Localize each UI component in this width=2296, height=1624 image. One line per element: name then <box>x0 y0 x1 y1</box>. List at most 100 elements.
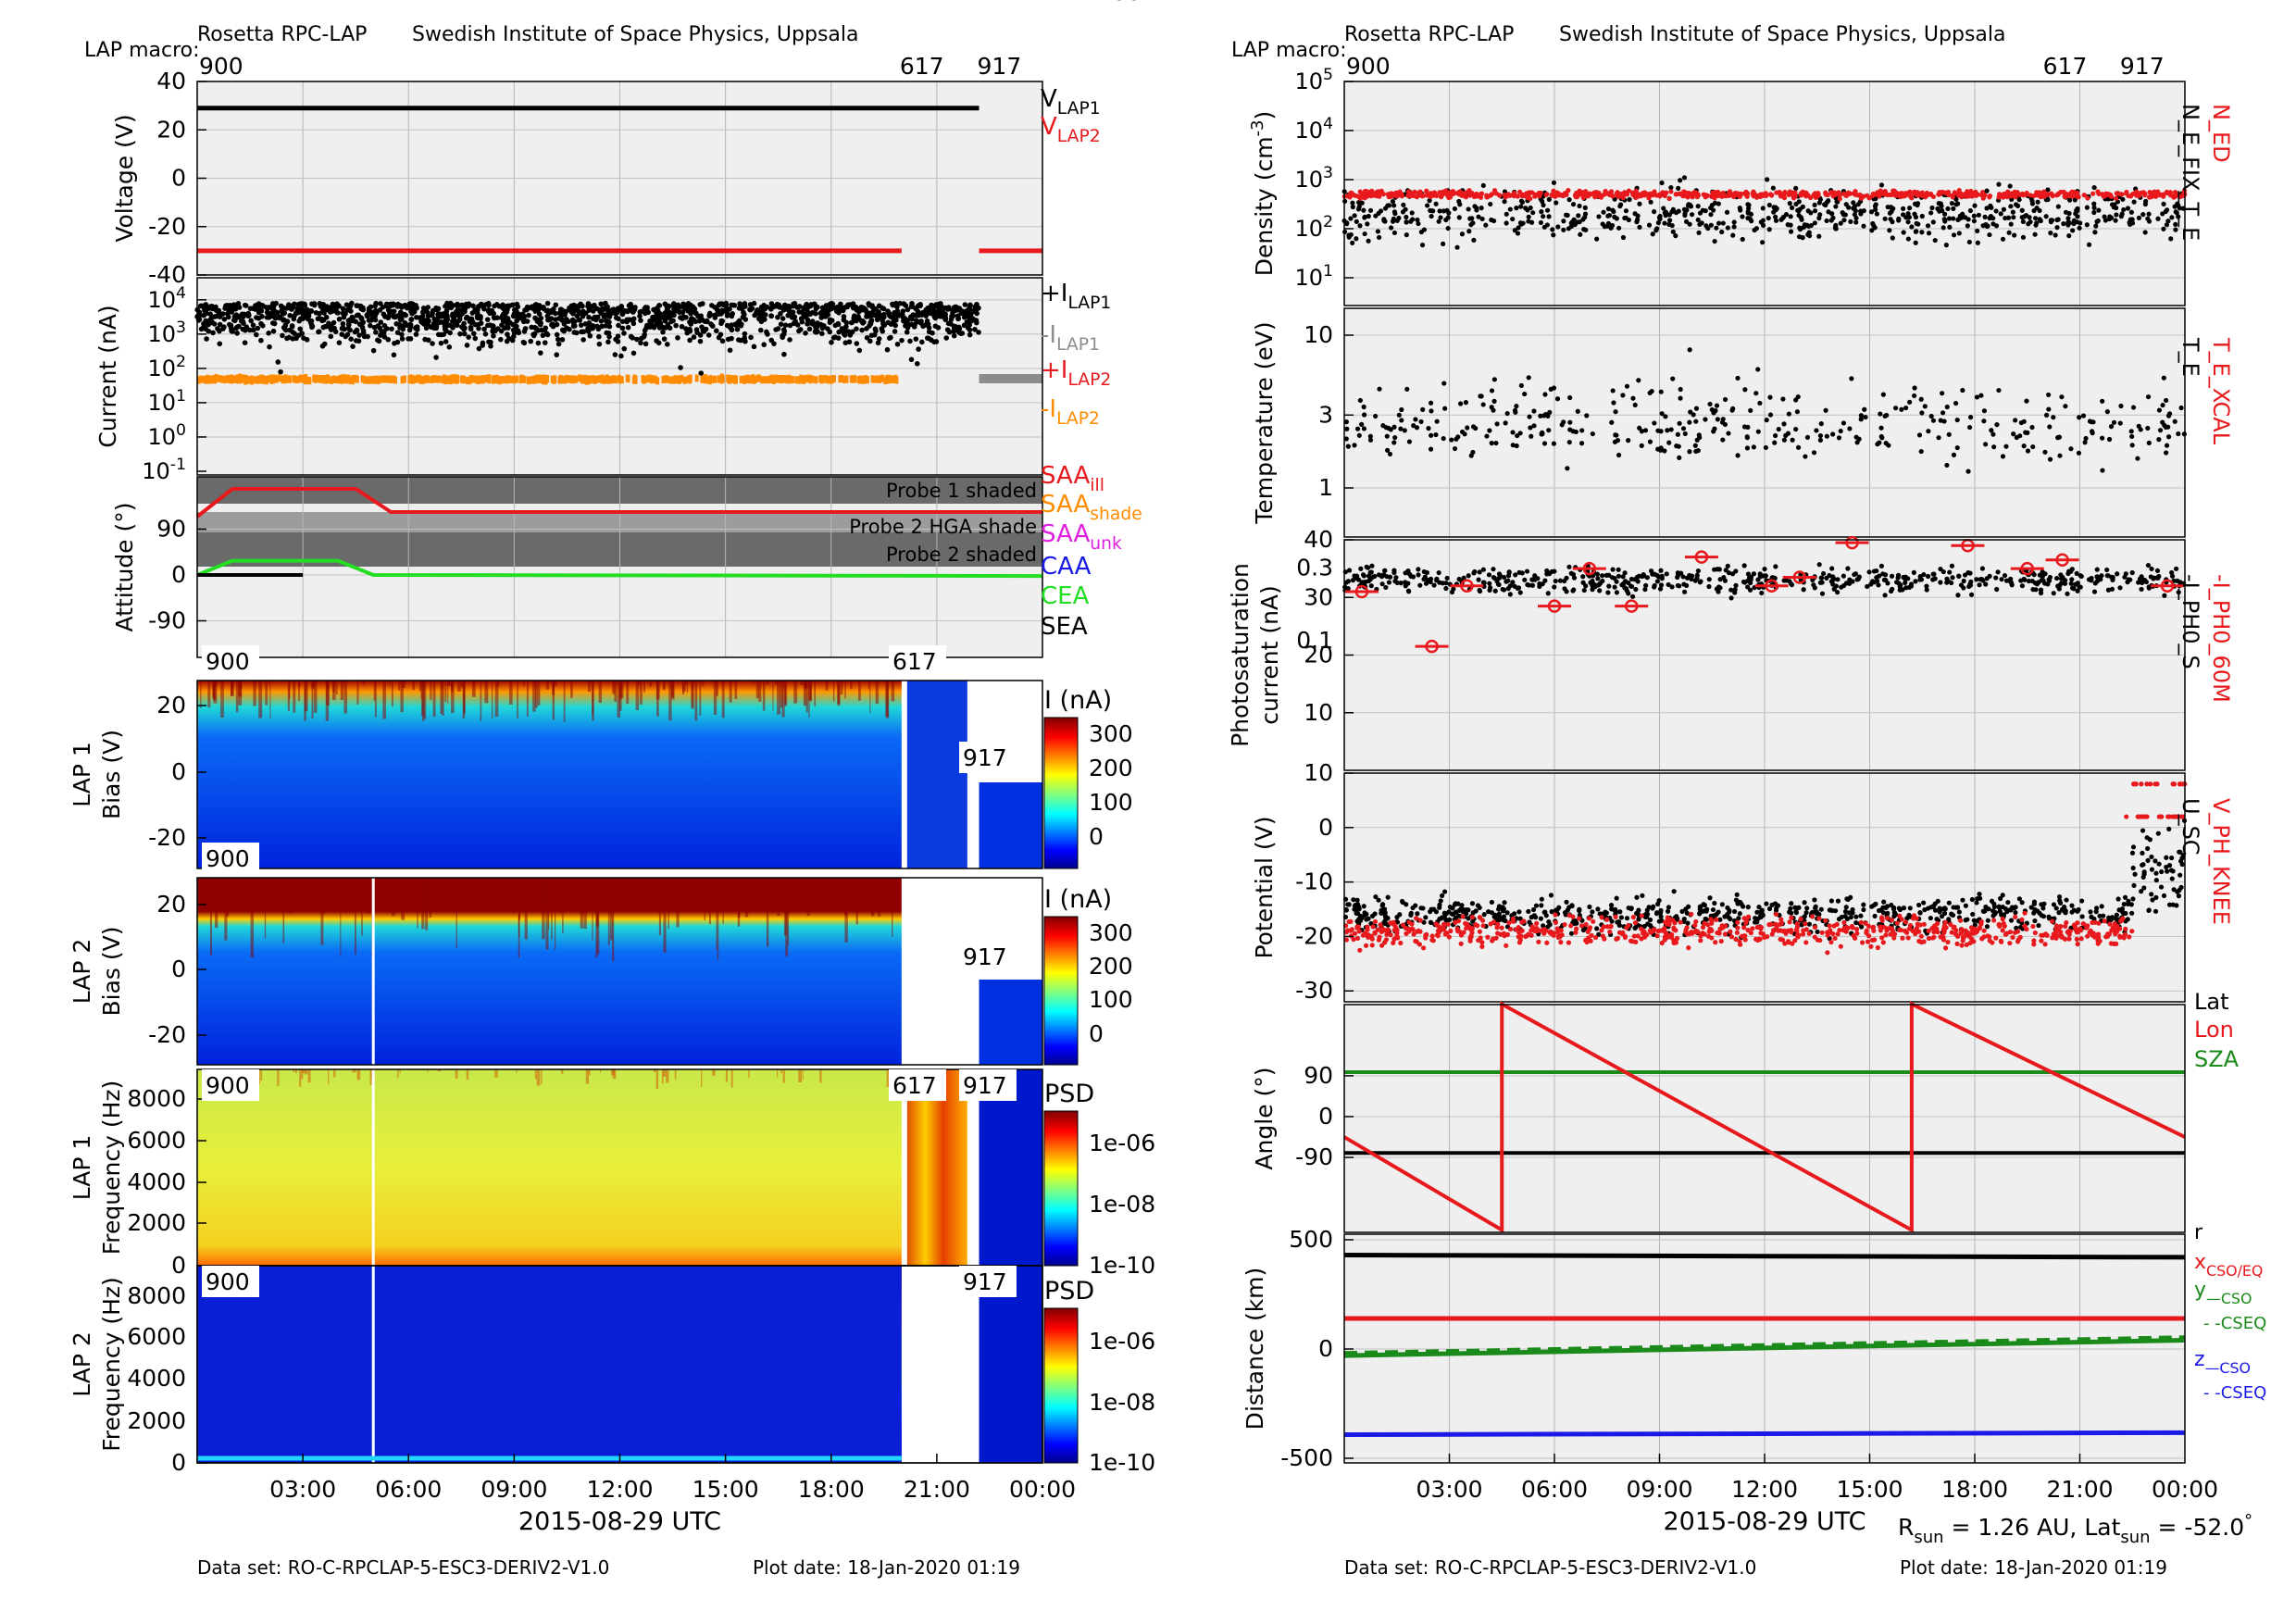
point-temperature <box>1567 419 1573 425</box>
heatmap-streak <box>610 1069 615 1076</box>
point-i-lap2 <box>797 376 802 384</box>
point-density-ned <box>1553 194 1558 199</box>
point-temperature <box>1953 400 1959 406</box>
point-i-lap1 <box>381 334 388 340</box>
point-density <box>1419 243 1426 248</box>
point-photosat <box>1616 567 1621 572</box>
point-i-lap1 <box>962 302 968 307</box>
point-i-lap1 <box>904 329 910 335</box>
point-photosat <box>2026 578 2032 584</box>
point-density <box>1391 216 1396 221</box>
point-i-lap1 <box>226 314 231 320</box>
point-i-lap1 <box>630 350 637 356</box>
point-density <box>2020 234 2027 240</box>
heatmap-streak <box>293 681 296 713</box>
heatmap-streak <box>777 878 780 916</box>
point-density-ned <box>2056 191 2062 196</box>
point-density <box>1653 228 1659 233</box>
point-i-lap1 <box>950 313 956 319</box>
y-tick-label: 103 <box>1294 164 1333 193</box>
point-photosat <box>1500 586 1505 593</box>
point-i-lap1 <box>490 328 495 334</box>
point-photosat <box>2094 567 2100 572</box>
point-density <box>1357 223 1363 229</box>
point-temperature <box>1387 451 1393 457</box>
point-i-lap1 <box>374 337 381 344</box>
heatmap-streak <box>545 681 549 690</box>
point-density <box>1789 205 1795 210</box>
point-i-lap1 <box>652 314 657 320</box>
point-i-lap1 <box>250 322 256 328</box>
point-density <box>1719 229 1725 235</box>
point-temperature <box>1878 425 1884 431</box>
point-density <box>1661 206 1666 211</box>
point-density <box>1832 225 1839 231</box>
point-i-lap1 <box>232 306 238 311</box>
point-i-lap1 <box>761 342 767 348</box>
point-density <box>1507 206 1513 212</box>
point-temperature <box>1744 435 1750 441</box>
point-temperature <box>1918 396 1924 402</box>
colorbar-tick-label: 1e-08 <box>1089 1191 1155 1218</box>
point-i-lap1 <box>850 303 856 309</box>
point-temperature <box>1994 422 2000 428</box>
point-temperature <box>2083 435 2089 442</box>
point-temperature <box>1793 397 1799 403</box>
point-i-lap1 <box>236 305 243 310</box>
point-temperature <box>1380 423 1386 429</box>
point-i-lap1 <box>907 338 913 344</box>
point-density <box>2096 207 2102 213</box>
point-i-lap1 <box>690 307 695 314</box>
point-i-lap1 <box>667 325 673 331</box>
point-density-ned <box>1744 194 1750 199</box>
point-density-ned <box>1444 192 1450 197</box>
point-i-lap1 <box>605 330 612 336</box>
point-temperature <box>1877 440 1882 445</box>
point-photosat <box>1383 584 1389 591</box>
point-density <box>1430 208 1436 214</box>
point-i-lap1 <box>878 312 883 319</box>
point-density <box>1676 185 1681 191</box>
point-i-lap1 <box>580 337 586 343</box>
point-photosat <box>1950 575 1955 581</box>
point-density <box>2008 221 2014 227</box>
point-temperature <box>1399 418 1404 423</box>
point-i-lap2 <box>582 374 587 382</box>
point-i-lap1 <box>690 304 696 310</box>
point-temperature <box>1518 382 1524 389</box>
point-i-lap2 <box>465 376 469 384</box>
point-temperature <box>1817 432 1824 439</box>
point-temperature <box>1632 402 1638 408</box>
point-photosat <box>2175 578 2180 584</box>
point-temperature <box>1780 396 1786 402</box>
point-i-lap1 <box>913 313 919 319</box>
point-temperature <box>1849 376 1854 381</box>
point-temperature <box>1764 418 1769 423</box>
point-density <box>2091 184 2097 191</box>
point-i-lap2 <box>747 375 752 383</box>
point-i-lap1 <box>443 304 448 309</box>
point-density <box>2005 215 2012 220</box>
point-temperature <box>1620 393 1626 398</box>
y-tick-label: 101 <box>1294 262 1333 291</box>
point-temperature <box>1613 409 1618 415</box>
point-i-lap1 <box>925 305 931 311</box>
heatmap-streak <box>365 878 368 894</box>
point-i-lap2 <box>352 374 356 382</box>
heatmap-streak <box>563 681 566 722</box>
point-density-ned <box>2173 194 2178 199</box>
y-tick-label: 6000 <box>127 1127 186 1154</box>
point-density <box>2164 222 2170 228</box>
point-i-lap1 <box>667 309 673 316</box>
point-temperature <box>2129 443 2135 448</box>
point-photosat <box>1841 573 1846 579</box>
point-i-lap1 <box>227 302 233 308</box>
point-temperature <box>1624 383 1630 389</box>
point-i-lap2 <box>880 374 885 382</box>
point-i-lap2 <box>369 376 374 384</box>
point-temperature <box>2172 418 2177 424</box>
point-i-lap1 <box>542 340 548 345</box>
point-density-ned <box>1577 190 1582 195</box>
y-tick-label: 90 <box>156 516 186 543</box>
heatmap-streak <box>472 681 474 685</box>
